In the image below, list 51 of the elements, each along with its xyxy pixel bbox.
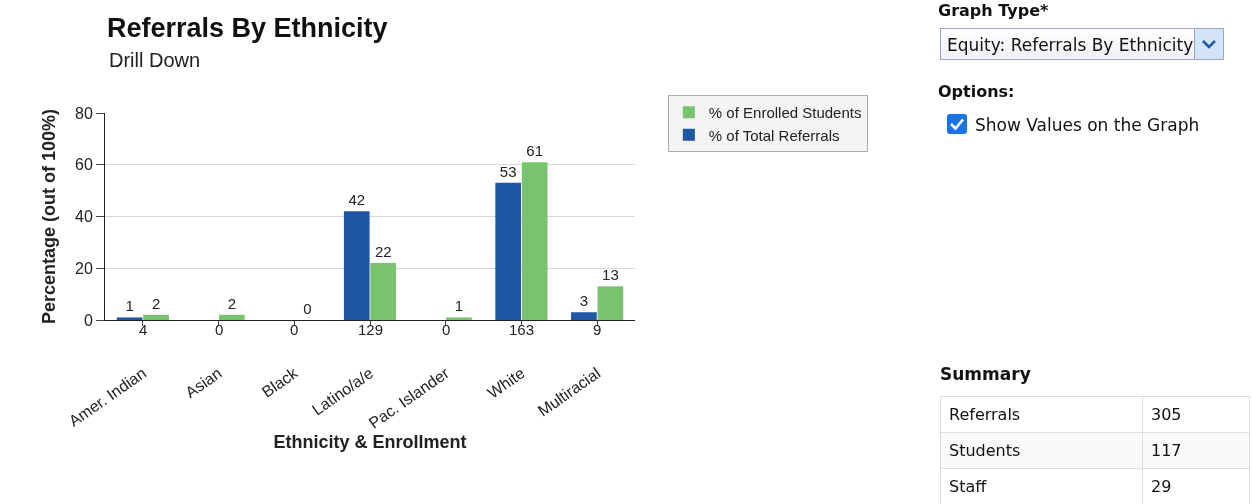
text: Summary [940,364,1031,384]
data-label: 0 [303,300,312,317]
x-axis-title: Ethnicity & Enrollment [273,431,467,452]
dropdown-field: Equity: Referrals By Ethnicity [940,28,1224,60]
legend-label: % of Total Referrals [708,126,840,144]
data-label: 53 [499,162,517,180]
text: 163 [509,321,535,338]
data-label: 29 [1142,468,1250,504]
category-label: Students [940,432,1143,469]
data-label: 305 [1142,396,1250,433]
y-tick-label: 80 [75,104,93,122]
bar [116,317,143,320]
y-tick-label: 60 [75,156,93,174]
bar [143,314,169,320]
data-label: 2 [227,294,236,312]
data-label: 22 [374,243,392,261]
y-axis-title: Percentage (out of 100%) [39,108,60,325]
data-label: 13 [602,266,619,284]
bar [495,182,522,320]
chart-title: Referrals By Ethnicity [107,13,388,44]
text: Options: [938,82,1015,101]
text: 0 [442,321,451,338]
bar [343,211,370,320]
bar [597,286,624,320]
text: 9 [593,321,602,338]
bar [446,317,472,320]
text: 0 [215,321,224,338]
data-label: 61 [526,142,544,160]
bar [370,263,397,320]
data-label: 1 [125,297,134,315]
y-tick-label: 20 [75,259,93,277]
y-tick-label: 0 [83,311,93,329]
x-tick-label: White [484,364,528,402]
text: 129 [358,321,384,338]
data-label: 3 [579,292,589,310]
data-label: 117 [1142,432,1250,469]
category-label: Referrals [940,396,1143,433]
data-label: 1 [454,297,464,315]
text: 0 [290,321,299,338]
category-label: Staff [940,468,1143,504]
bar [218,314,245,320]
y-tick-label: 40 [75,208,93,226]
chart-subtitle: Drill Down [109,49,201,71]
text: Show Values on the Graph [975,115,1200,135]
text: 4 [139,321,148,338]
legend-label: % of Enrolled Students [708,104,862,122]
bar [521,162,548,320]
data-label: 42 [348,191,366,209]
data-label: 2 [151,294,161,312]
text: Graph Type* [938,1,1049,20]
bar [571,312,597,320]
